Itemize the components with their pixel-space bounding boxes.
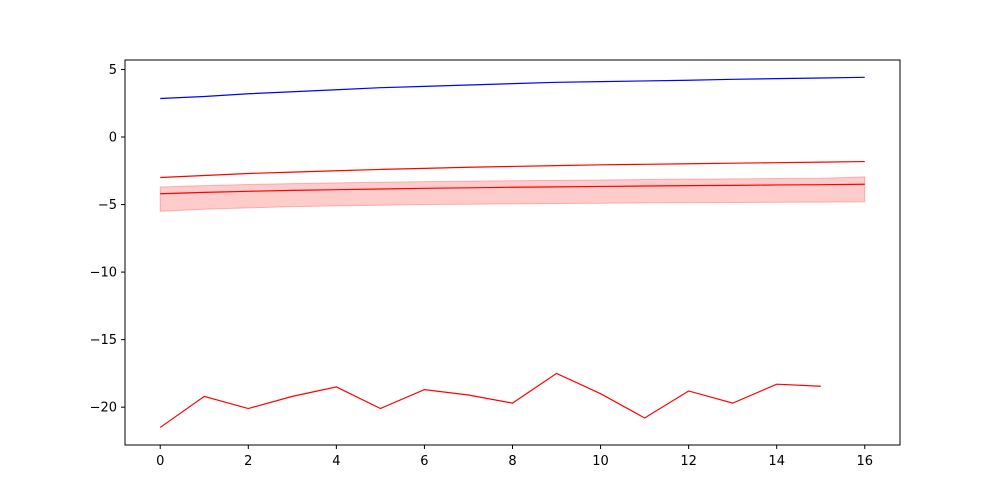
x-tick-label: 16 <box>856 454 873 469</box>
plot-frame <box>124 59 901 446</box>
x-tick-label: 2 <box>244 454 252 469</box>
y-axis-ticks: 5 0 −5 −10 −15 −20 <box>90 63 125 416</box>
x-tick-label: 12 <box>680 454 697 469</box>
y-tick-label: 5 <box>109 63 117 78</box>
y-tick-label: −10 <box>90 266 117 281</box>
confidence-bands <box>159 176 866 212</box>
series-3-line <box>159 372 821 428</box>
y-tick-label: −15 <box>90 333 117 348</box>
x-axis-ticks: 0 2 4 6 8 10 12 14 16 <box>156 445 873 469</box>
series-2-band <box>159 176 866 212</box>
series-lines <box>159 76 865 428</box>
x-tick-label: 10 <box>592 454 609 469</box>
y-tick-label: −5 <box>98 198 117 213</box>
x-tick-label: 0 <box>156 454 164 469</box>
x-tick-label: 14 <box>768 454 785 469</box>
series-0-line <box>160 76 865 100</box>
y-tick-label: −20 <box>90 401 117 416</box>
y-tick-label: 0 <box>109 131 117 146</box>
series-1-line <box>160 160 865 179</box>
series-2-line <box>160 183 865 195</box>
x-tick-label: 8 <box>508 454 516 469</box>
x-tick-label: 4 <box>332 454 340 469</box>
x-tick-label: 6 <box>420 454 428 469</box>
